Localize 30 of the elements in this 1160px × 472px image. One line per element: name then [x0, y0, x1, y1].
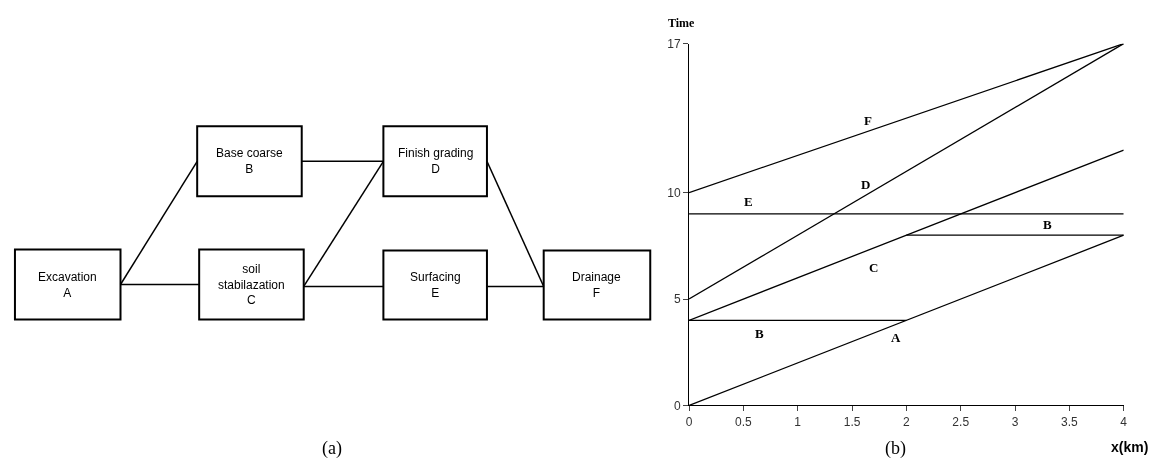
text: soil stabilazation C — [218, 262, 285, 308]
annotation: B — [1043, 217, 1052, 232]
x-axis-title: x(km) — [1111, 439, 1149, 455]
x-tick-label: 4 — [1120, 414, 1128, 429]
x-tick-label: 2.5 — [952, 414, 970, 429]
x-tick-label: 0.5 — [735, 414, 753, 429]
x-tick-label: 3.5 — [1061, 414, 1079, 429]
y-tick-label: 5 — [673, 292, 681, 307]
annotation: B — [755, 326, 764, 341]
x-tick-label: 3 — [1011, 414, 1019, 429]
x-tick-label: 2 — [903, 414, 911, 429]
annotation: E — [744, 194, 753, 209]
annotation: A — [891, 330, 901, 345]
annotation: F — [864, 113, 872, 128]
y-tick-label: 10 — [667, 185, 681, 200]
y-tick-label: 0 — [673, 398, 681, 413]
text: Base coarse B — [216, 146, 284, 176]
text: (a) — [322, 438, 342, 459]
text: Surfacing E — [410, 270, 461, 300]
x-tick-label: 0 — [685, 414, 693, 429]
x-tick-label: 1 — [794, 414, 802, 429]
y-tick-label: 17 — [667, 36, 681, 51]
y-axis-title: Time — [668, 16, 696, 30]
text: Excavation A — [38, 270, 97, 300]
annotation: D — [861, 177, 871, 192]
text: Finish grading D — [398, 146, 474, 176]
text: (b) — [885, 438, 906, 459]
x-tick-label: 1.5 — [843, 414, 861, 429]
annotation: C — [869, 260, 879, 275]
text: Drainage F — [572, 270, 622, 300]
